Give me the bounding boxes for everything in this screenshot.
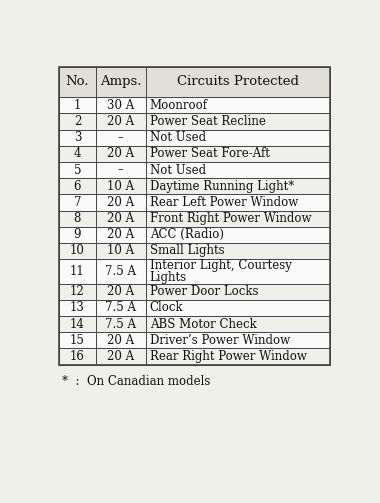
Text: 2: 2 xyxy=(74,115,81,128)
Text: Daytime Running Light*: Daytime Running Light* xyxy=(150,180,294,193)
Text: ABS Motor Check: ABS Motor Check xyxy=(150,317,256,330)
Text: Not Used: Not Used xyxy=(150,163,206,177)
Bar xyxy=(59,114,330,130)
Text: –: – xyxy=(118,163,124,177)
Text: Power Seat Fore-Aft: Power Seat Fore-Aft xyxy=(150,147,270,160)
Text: 13: 13 xyxy=(70,301,85,314)
Bar xyxy=(59,300,330,316)
Text: 9: 9 xyxy=(74,228,81,241)
Bar xyxy=(59,316,330,332)
Text: 10 A: 10 A xyxy=(107,180,135,193)
Bar xyxy=(59,194,330,211)
Text: 7.5 A: 7.5 A xyxy=(105,301,136,314)
Text: Circuits Protected: Circuits Protected xyxy=(177,75,299,89)
Text: 1: 1 xyxy=(74,99,81,112)
Text: 6: 6 xyxy=(74,180,81,193)
Text: 8: 8 xyxy=(74,212,81,225)
Text: 20 A: 20 A xyxy=(107,147,135,160)
Text: 11: 11 xyxy=(70,265,85,278)
Text: 14: 14 xyxy=(70,317,85,330)
Text: 5: 5 xyxy=(74,163,81,177)
Bar xyxy=(59,66,330,97)
Text: Lights: Lights xyxy=(150,271,187,284)
Text: Power Seat Recline: Power Seat Recline xyxy=(150,115,266,128)
Bar xyxy=(59,146,330,162)
Text: 20 A: 20 A xyxy=(107,212,135,225)
Text: 20 A: 20 A xyxy=(107,228,135,241)
Bar xyxy=(59,97,330,114)
Text: *  :  On Canadian models: * : On Canadian models xyxy=(62,375,211,388)
Text: Small Lights: Small Lights xyxy=(150,244,225,258)
Text: –: – xyxy=(118,131,124,144)
Text: Amps.: Amps. xyxy=(100,75,142,89)
Text: Rear Right Power Window: Rear Right Power Window xyxy=(150,350,307,363)
Bar xyxy=(59,178,330,194)
Bar xyxy=(59,243,330,259)
Bar xyxy=(59,227,330,243)
Text: ACC (Radio): ACC (Radio) xyxy=(150,228,224,241)
Text: 20 A: 20 A xyxy=(107,350,135,363)
Text: 3: 3 xyxy=(74,131,81,144)
Bar xyxy=(59,259,330,284)
Text: 12: 12 xyxy=(70,285,85,298)
Text: Rear Left Power Window: Rear Left Power Window xyxy=(150,196,298,209)
Bar xyxy=(59,211,330,227)
Text: No.: No. xyxy=(66,75,89,89)
Bar xyxy=(59,66,330,365)
Text: 20 A: 20 A xyxy=(107,285,135,298)
Text: 7.5 A: 7.5 A xyxy=(105,265,136,278)
Text: 15: 15 xyxy=(70,334,85,347)
Text: Front Right Power Window: Front Right Power Window xyxy=(150,212,311,225)
Text: Not Used: Not Used xyxy=(150,131,206,144)
Text: 20 A: 20 A xyxy=(107,115,135,128)
Text: 7: 7 xyxy=(74,196,81,209)
Text: 7.5 A: 7.5 A xyxy=(105,317,136,330)
Text: 30 A: 30 A xyxy=(107,99,135,112)
Text: Interior Light, Courtesy: Interior Light, Courtesy xyxy=(150,259,292,272)
Bar xyxy=(59,130,330,146)
Text: 20 A: 20 A xyxy=(107,196,135,209)
Bar xyxy=(59,162,330,178)
Bar xyxy=(59,284,330,300)
Bar xyxy=(59,349,330,365)
Text: 10: 10 xyxy=(70,244,85,258)
Text: Moonroof: Moonroof xyxy=(150,99,208,112)
Bar xyxy=(59,332,330,349)
Text: 10 A: 10 A xyxy=(107,244,135,258)
Text: Power Door Locks: Power Door Locks xyxy=(150,285,258,298)
Text: 16: 16 xyxy=(70,350,85,363)
Text: Driver’s Power Window: Driver’s Power Window xyxy=(150,334,290,347)
Text: 20 A: 20 A xyxy=(107,334,135,347)
Text: 4: 4 xyxy=(74,147,81,160)
Text: Clock: Clock xyxy=(150,301,184,314)
